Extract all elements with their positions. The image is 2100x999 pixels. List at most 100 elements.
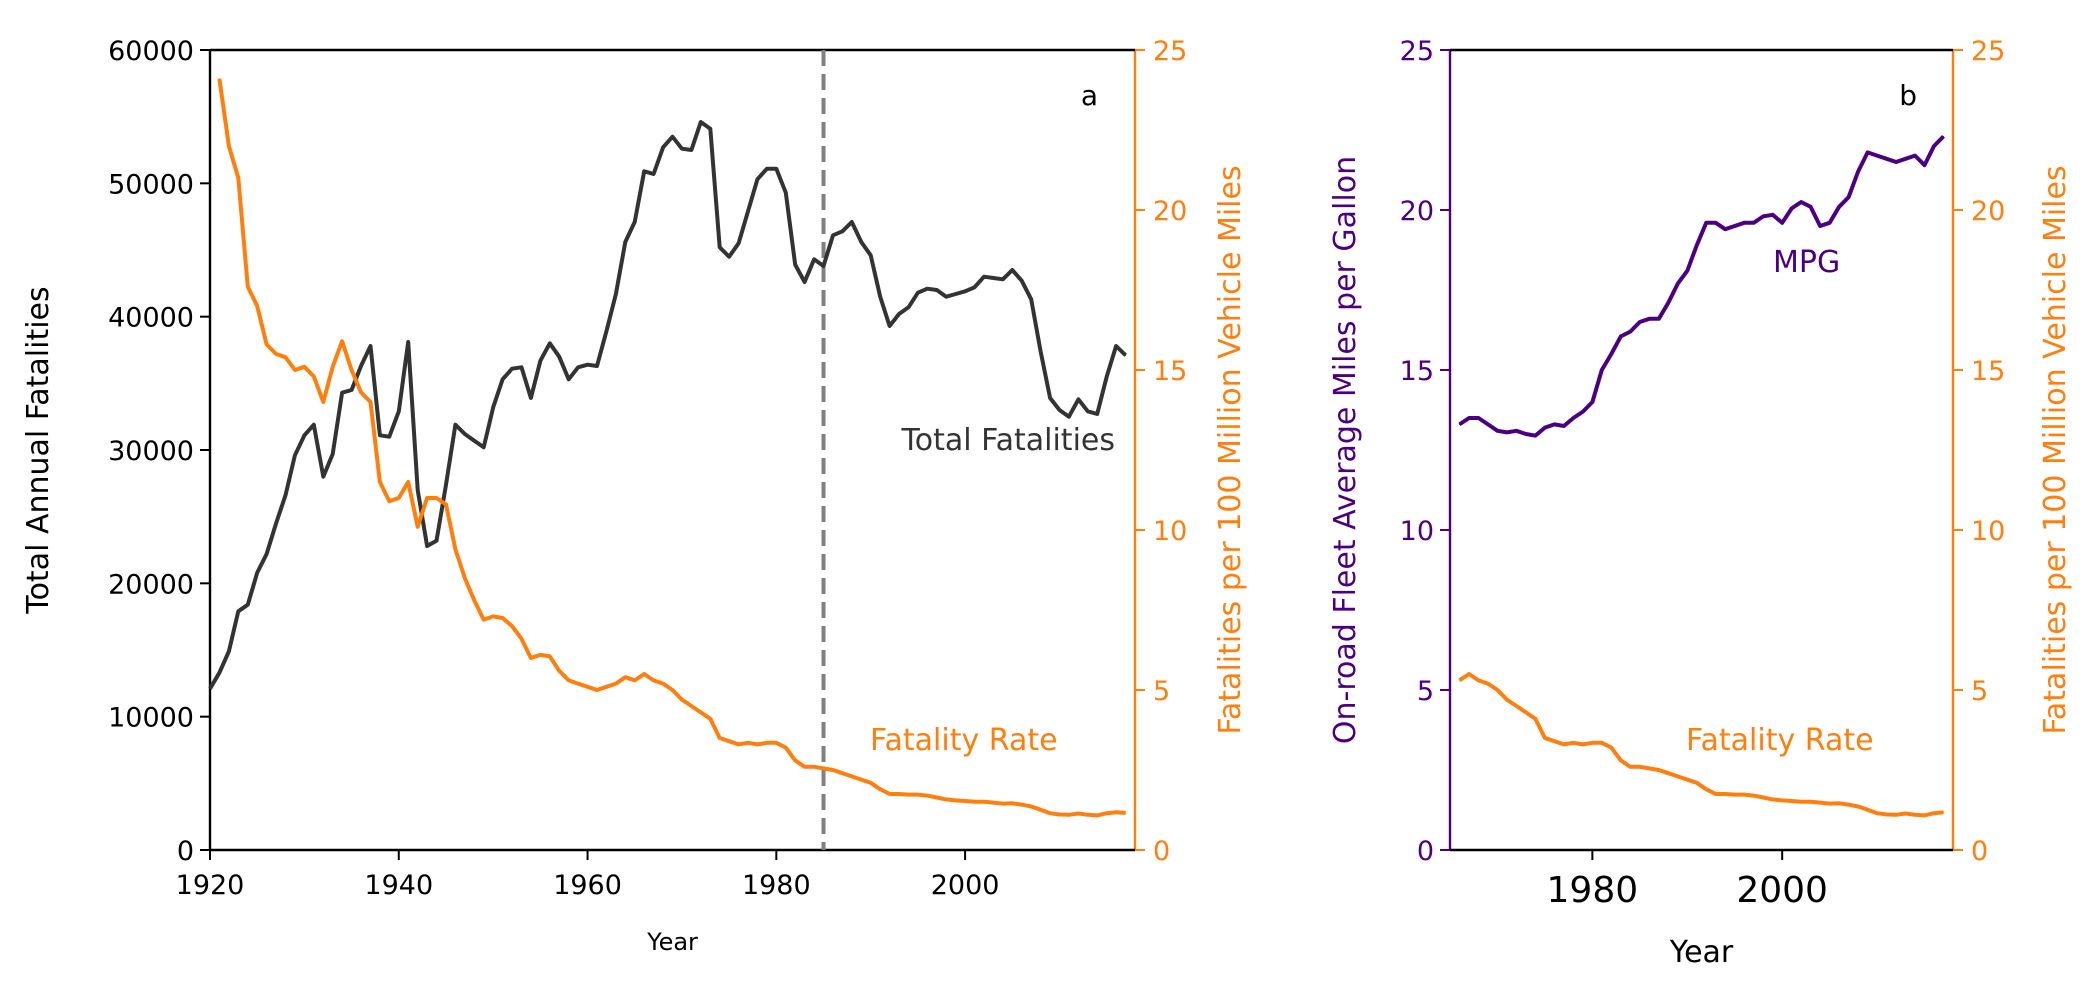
data-point	[511, 368, 513, 370]
data-point	[1696, 782, 1698, 784]
y-tick-label: 20000	[108, 569, 194, 600]
data-point	[1068, 416, 1070, 418]
data-point	[1943, 811, 1945, 813]
data-point	[1572, 417, 1574, 419]
data-point	[1515, 430, 1517, 432]
data-point	[568, 378, 570, 380]
data-point	[785, 192, 787, 194]
data-point	[1905, 813, 1907, 815]
data-point	[870, 254, 872, 256]
data-point	[1525, 711, 1527, 713]
data-point	[369, 401, 371, 403]
data-point	[1943, 135, 1945, 137]
data-point	[1867, 151, 1869, 153]
annotation-fatality-rate: Fatality Rate	[1686, 723, 1874, 758]
y2-tick-label: 0	[1971, 836, 1988, 867]
data-point	[388, 500, 390, 502]
data-point	[1895, 814, 1897, 816]
data-point	[530, 657, 532, 659]
y-tick-label: 50000	[108, 169, 194, 200]
data-point	[823, 265, 825, 267]
data-point	[1772, 214, 1774, 216]
data-point	[964, 290, 966, 292]
data-point	[1838, 206, 1840, 208]
data-point	[1049, 812, 1051, 814]
data-point	[1876, 812, 1878, 814]
data-point	[322, 476, 324, 478]
data-point	[539, 654, 541, 656]
data-point	[1724, 793, 1726, 795]
data-point	[558, 356, 560, 358]
data-point	[530, 397, 532, 399]
data-point	[690, 705, 692, 707]
x-tick-label: 1920	[176, 870, 245, 901]
data-point	[945, 798, 947, 800]
data-point	[1715, 222, 1717, 224]
series-fatality-rate	[1458, 672, 1945, 818]
data-point	[360, 365, 362, 367]
data-point	[860, 241, 862, 243]
y2-tick-label: 15	[1971, 356, 2005, 387]
data-point	[1544, 427, 1546, 429]
series-total-fatalities	[208, 120, 1127, 690]
x-tick-label: 1960	[553, 870, 622, 901]
data-point	[1077, 813, 1079, 815]
data-point	[454, 548, 456, 550]
data-point	[1677, 775, 1679, 777]
data-point	[1125, 812, 1127, 814]
data-point	[398, 497, 400, 499]
data-point	[738, 242, 740, 244]
data-point	[1582, 411, 1584, 413]
data-point	[870, 782, 872, 784]
data-point	[1506, 699, 1508, 701]
data-point	[728, 740, 730, 742]
data-point	[841, 230, 843, 232]
y-tick-label: 60000	[108, 36, 194, 67]
y2-axis-label: Fatalities per 100 Million Vehicle Miles	[1213, 165, 1248, 734]
data-point	[1040, 350, 1042, 352]
data-point	[426, 497, 428, 499]
annotation-fatality-rate: Fatality Rate	[870, 723, 1058, 758]
data-point	[473, 440, 475, 442]
data-point	[1125, 354, 1127, 356]
data-point	[936, 797, 938, 799]
data-point	[313, 375, 315, 377]
data-point	[709, 718, 711, 720]
data-point	[568, 679, 570, 681]
data-point	[454, 424, 456, 426]
data-point	[898, 793, 900, 795]
y-axis-label: On-road Fleet Average Miles per Gallon	[1328, 156, 1363, 744]
data-point	[1686, 779, 1688, 781]
data-point	[1648, 767, 1650, 769]
data-point	[1829, 803, 1831, 805]
data-point	[549, 655, 551, 657]
data-point	[794, 759, 796, 761]
data-point	[1686, 270, 1688, 272]
data-point	[351, 389, 353, 391]
x-tick-label: 2000	[1736, 870, 1828, 911]
data-point	[1106, 376, 1108, 378]
data-point	[1011, 802, 1013, 804]
y2-axis-label: Fatalities per 100 Million Vehicle Miles	[2038, 165, 2073, 734]
data-point	[1791, 207, 1793, 209]
data-point	[756, 178, 758, 180]
data-point	[1667, 302, 1669, 304]
data-point	[417, 489, 419, 491]
data-point	[1658, 318, 1660, 320]
series-line	[1458, 134, 1945, 438]
data-point	[587, 364, 589, 366]
data-point	[964, 800, 966, 802]
data-point	[1610, 353, 1612, 355]
data-point	[1515, 705, 1517, 707]
y2-tick-label: 10	[1153, 516, 1187, 547]
series-mpg	[1458, 134, 1945, 438]
data-point	[738, 743, 740, 745]
y2-tick-label: 15	[1153, 356, 1187, 387]
data-point	[634, 679, 636, 681]
data-point	[804, 766, 806, 768]
data-point	[851, 221, 853, 223]
data-point	[879, 296, 881, 298]
data-point	[483, 446, 485, 448]
y-tick-label: 15	[1400, 356, 1434, 387]
